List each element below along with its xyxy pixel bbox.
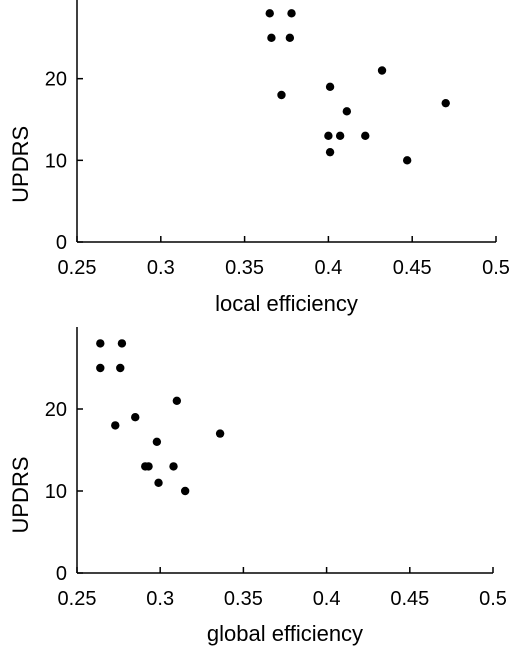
x-tick-label-0-3: 0.3: [147, 257, 175, 279]
data-point-6: [325, 82, 335, 92]
data-point-0: [96, 339, 105, 348]
data-point-9: [324, 131, 333, 141]
data-point-5: [377, 66, 387, 75]
x-tick-label-0-4: 0.4: [313, 588, 341, 610]
x-tick-label-0-35: 0.35: [225, 257, 264, 279]
y-axis-label: UPDRS: [8, 126, 33, 203]
data-point-7: [441, 98, 450, 108]
x-tick-label-0-25: 0.25: [58, 257, 97, 279]
global-efficiency-panel: 0.25 0.3 0.35 0.4 0.45 0.5 0 10 20 global efficie…: [8, 327, 507, 646]
local-efficiency-panel: 0.25 0.3 0.35 0.4 0.45 0.5 0 10 20 local efficien…: [8, 0, 510, 316]
data-point-0: [265, 9, 274, 18]
y-tick-label-20: 20: [45, 399, 67, 421]
y-tick-label-0: 0: [56, 563, 67, 585]
data-point-1: [117, 339, 127, 348]
y-tick-label-20: 20: [45, 69, 67, 91]
x-tick-label-0-25: 0.25: [58, 588, 97, 610]
data-point-10: [335, 131, 345, 141]
data-point-5: [131, 413, 140, 422]
data-point-1: [287, 9, 296, 18]
data-point-13: [402, 156, 412, 165]
x-tick-label-0-35: 0.35: [224, 588, 263, 610]
y-tick-label-0: 0: [56, 232, 67, 254]
data-point-8: [152, 437, 162, 446]
y-tick-label-10: 10: [45, 481, 67, 503]
data-point-4: [111, 421, 120, 430]
data-point-8: [342, 107, 352, 116]
data-point-7: [215, 429, 225, 438]
data-point-13: [180, 486, 190, 496]
data-point-11: [169, 462, 178, 471]
y-axis-label: UPDRS: [8, 456, 33, 533]
data-point-12: [325, 147, 335, 157]
x-tick-label-0-4: 0.4: [314, 257, 342, 279]
x-tick-label-0-45: 0.45: [393, 257, 432, 279]
data-point-10: [144, 462, 153, 471]
x-axis-label: local efficiency: [215, 291, 358, 316]
data-point-6: [172, 396, 182, 405]
data-point-3: [285, 33, 295, 43]
data-point-4: [277, 90, 286, 100]
x-tick-label-0-45: 0.45: [390, 588, 429, 610]
data-point-2: [96, 363, 105, 373]
x-tick-label-0-5: 0.5: [479, 588, 507, 610]
x-tick-label-0-3: 0.3: [146, 588, 174, 610]
data-point-12: [154, 478, 163, 487]
x-tick-label-0-5: 0.5: [482, 257, 510, 279]
data-point-11: [361, 131, 370, 141]
y-tick-label-10: 10: [45, 150, 67, 172]
data-point-2: [267, 33, 276, 43]
data-point-3: [116, 363, 125, 373]
x-axis-label: global efficiency: [207, 621, 363, 646]
